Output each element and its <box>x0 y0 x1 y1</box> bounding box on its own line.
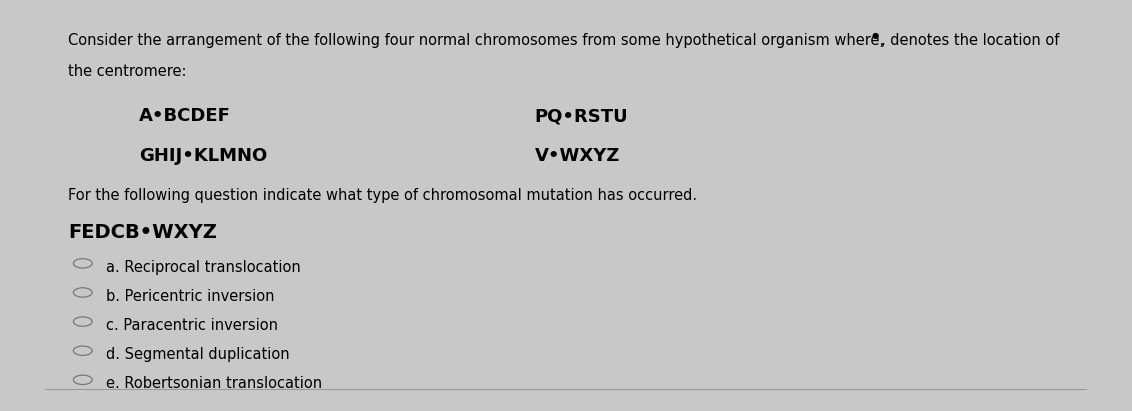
Text: b. Pericentric inversion: b. Pericentric inversion <box>105 289 274 304</box>
Text: e. Robertsonian translocation: e. Robertsonian translocation <box>105 376 321 391</box>
Text: a. Reciprocal translocation: a. Reciprocal translocation <box>105 260 300 275</box>
Text: PQ•RSTU: PQ•RSTU <box>534 107 628 125</box>
Text: GHIJ•KLMNO: GHIJ•KLMNO <box>139 147 267 165</box>
Text: d. Segmental duplication: d. Segmental duplication <box>105 347 290 362</box>
Text: , denotes the location of: , denotes the location of <box>881 33 1058 48</box>
Text: FEDCB•WXYZ: FEDCB•WXYZ <box>68 222 217 242</box>
Text: For the following question indicate what type of chromosomal mutation has occurr: For the following question indicate what… <box>68 189 697 203</box>
Text: the centromere:: the centromere: <box>68 64 187 79</box>
Text: Consider the arrangement of the following four normal chromosomes from some hypo: Consider the arrangement of the followin… <box>68 33 884 48</box>
Text: V•WXYZ: V•WXYZ <box>534 147 620 165</box>
Text: ●: ● <box>872 31 878 40</box>
Text: c. Paracentric inversion: c. Paracentric inversion <box>105 318 277 333</box>
Text: A•BCDEF: A•BCDEF <box>139 107 231 125</box>
